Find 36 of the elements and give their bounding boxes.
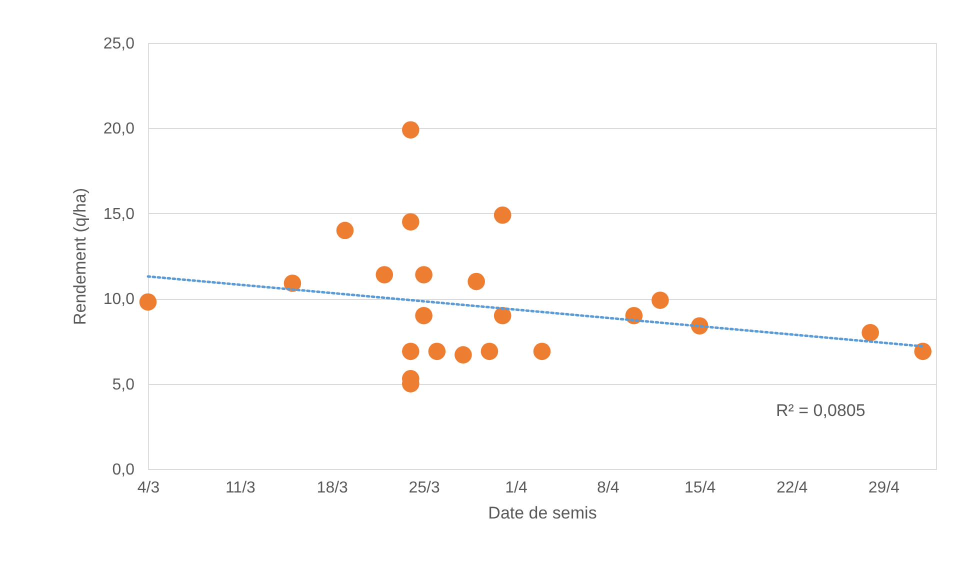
point: [336, 222, 354, 240]
point: [428, 342, 446, 360]
y-tick-label: 10,0: [103, 291, 135, 308]
y-tick-label: 0,0: [112, 462, 135, 478]
y-tick-label: 25,0: [103, 36, 135, 52]
y-tick-label: 5,0: [112, 376, 135, 394]
point: [862, 324, 879, 342]
x-tick-label: 29/4: [868, 480, 900, 496]
x-tick-label: 18/3: [316, 480, 348, 496]
annotation: R² = 0,0805: [776, 401, 866, 420]
x-tick-label: 4/3: [137, 480, 160, 496]
point: [402, 342, 420, 360]
point: [652, 292, 669, 309]
point: [914, 342, 932, 360]
point: [376, 266, 394, 284]
x-axis-title: Date de semis: [488, 504, 597, 522]
x-tick-label: 22/4: [776, 480, 808, 496]
x-tick-label: 11/3: [225, 480, 256, 496]
point: [454, 346, 472, 364]
point: [480, 342, 498, 360]
x-tick-label: 8/4: [597, 480, 620, 496]
y-axis-title: Rendement (q/ha): [70, 188, 90, 326]
point: [468, 272, 485, 290]
y-tick-label: 15,0: [103, 206, 135, 223]
point: [139, 293, 157, 311]
point: [494, 206, 512, 224]
x-tick-label: 1/4: [505, 480, 528, 496]
point: [533, 342, 551, 360]
x-tick-label: 25/3: [408, 480, 440, 496]
point: [415, 306, 432, 324]
point: [402, 213, 420, 231]
point: [494, 306, 512, 324]
point: [402, 121, 420, 139]
x-tick-label: 15/4: [684, 480, 716, 496]
point: [415, 266, 432, 284]
y-tick-label: 20,0: [103, 120, 135, 138]
